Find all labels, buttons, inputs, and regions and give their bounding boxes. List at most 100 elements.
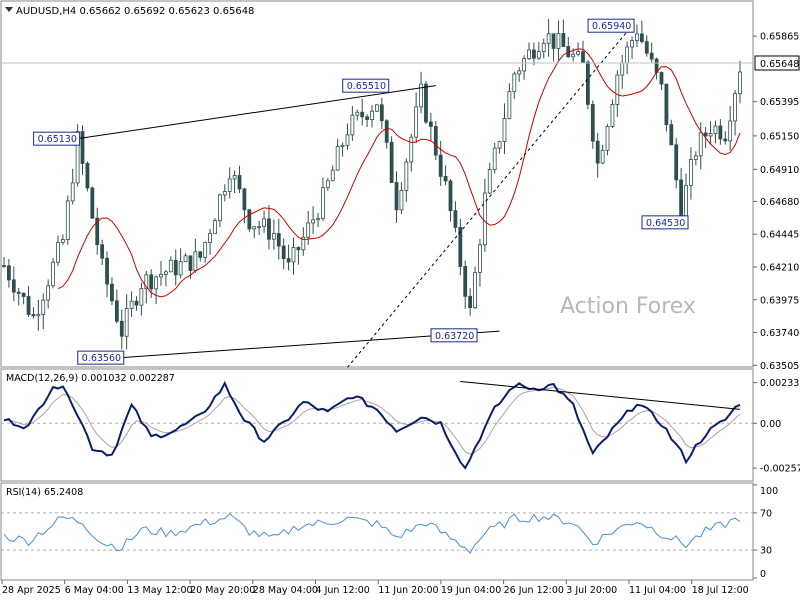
candle-body xyxy=(659,72,664,85)
candle-body xyxy=(11,279,16,293)
candle-body xyxy=(345,134,350,146)
candle-body xyxy=(492,147,497,171)
candle-body xyxy=(463,266,468,297)
macd-axis: 0.002333 0.00 -0.002574 xyxy=(1,378,800,475)
annotation-box xyxy=(33,131,81,146)
candle-body xyxy=(370,110,374,120)
time-tick-label: 20 May 20:00 xyxy=(190,585,255,596)
candle-body xyxy=(330,169,335,182)
macd-signal-line xyxy=(3,386,741,455)
candles xyxy=(2,19,742,350)
candle-body xyxy=(95,217,100,246)
price-tick-label: 0.63975 xyxy=(760,295,799,306)
candle-body xyxy=(139,288,144,306)
candle-body xyxy=(639,33,644,43)
price-tick-label: 0.63505 xyxy=(760,361,799,372)
candle-body xyxy=(487,169,492,194)
macd-tick-label: 0.002333 xyxy=(760,378,800,389)
time-tick-label: 3 Jul 20:00 xyxy=(566,585,617,596)
time-tick-label: 11 Jun 20:00 xyxy=(378,585,438,596)
candle-body xyxy=(414,106,419,138)
candle-body xyxy=(271,233,276,240)
candle-body xyxy=(389,141,394,183)
candle-body xyxy=(478,244,482,273)
candle-body xyxy=(227,178,232,192)
candle-body xyxy=(311,219,316,224)
candle-body xyxy=(502,117,507,143)
candle-body xyxy=(134,300,139,306)
candle-body xyxy=(424,83,428,123)
candle-body xyxy=(536,51,541,59)
candle-body xyxy=(605,125,610,151)
candle-body xyxy=(183,255,188,263)
symbol-header: AUDUSD,H4 0.65662 0.65692 0.65623 0.6564… xyxy=(16,6,254,17)
candle-body xyxy=(105,257,109,285)
candle-body xyxy=(232,175,237,180)
candle-body xyxy=(286,258,291,263)
candle-body xyxy=(159,273,163,278)
candle-body xyxy=(615,74,620,105)
candle-body xyxy=(296,247,301,251)
candle-body xyxy=(110,283,114,302)
candle-body xyxy=(46,285,51,301)
candle-body xyxy=(664,83,669,126)
candle-body xyxy=(438,154,443,177)
price-annotations: 0.65130 0.65510 0.65940 0.64530 0.63720 0.635… xyxy=(33,18,689,365)
candle-body xyxy=(532,49,536,59)
candle-body xyxy=(708,133,713,137)
candle-body xyxy=(635,33,639,41)
annotation-label: 0.63560 xyxy=(82,353,121,364)
candle-body xyxy=(595,140,600,164)
dropdown-icon[interactable] xyxy=(5,7,13,12)
annotation-label: 0.65940 xyxy=(592,21,631,32)
candle-body xyxy=(394,182,399,211)
rsi-title: RSI(14) 65.2408 xyxy=(6,487,83,498)
time-tick-label: 13 May 12:00 xyxy=(127,585,192,596)
rsi-panel-border xyxy=(0,482,754,581)
candle-body xyxy=(213,220,217,234)
macd-tick-label: 0.00 xyxy=(760,419,781,430)
last-price-box xyxy=(754,55,800,71)
candle-body xyxy=(610,104,615,127)
candle-body xyxy=(718,125,723,140)
moving-average xyxy=(57,48,741,298)
candle-body xyxy=(649,52,654,60)
candle-body xyxy=(733,93,737,122)
candle-body xyxy=(217,194,222,222)
candle-body xyxy=(247,209,252,230)
candle-body xyxy=(188,255,193,271)
candle-body xyxy=(522,58,527,72)
time-tick-label: 11 Jul 04:00 xyxy=(629,585,686,596)
candle-body xyxy=(585,61,590,105)
price-tick-label: 0.64210 xyxy=(760,262,799,273)
candle-body xyxy=(669,124,674,146)
macd-line xyxy=(3,380,741,470)
candle-body xyxy=(684,184,688,221)
candle-body xyxy=(164,271,168,275)
watermark: Action Forex xyxy=(560,294,696,319)
price-tick-label: 0.64680 xyxy=(760,197,799,208)
candle-body xyxy=(144,274,149,290)
candle-body xyxy=(551,33,556,49)
candle-body xyxy=(60,239,65,243)
candle-body xyxy=(316,218,320,221)
candle-body xyxy=(703,132,708,137)
candle-body xyxy=(512,73,517,92)
rsi-tick-label: 0 xyxy=(760,569,766,580)
candle-body xyxy=(335,146,340,171)
candle-body xyxy=(119,320,124,337)
candle-body xyxy=(178,261,183,276)
candle-body xyxy=(448,180,453,212)
candle-body xyxy=(473,272,477,308)
candle-body xyxy=(365,116,369,120)
candle-body xyxy=(693,155,698,160)
candle-body xyxy=(267,218,271,240)
candle-body xyxy=(468,295,473,308)
candle-body xyxy=(625,46,630,64)
annotation-label: 0.63720 xyxy=(435,331,474,342)
candle-body xyxy=(85,163,90,189)
candle-body xyxy=(541,42,546,53)
annotation-label: 0.65130 xyxy=(38,134,77,145)
price-tick-label: 0.64445 xyxy=(760,230,799,241)
